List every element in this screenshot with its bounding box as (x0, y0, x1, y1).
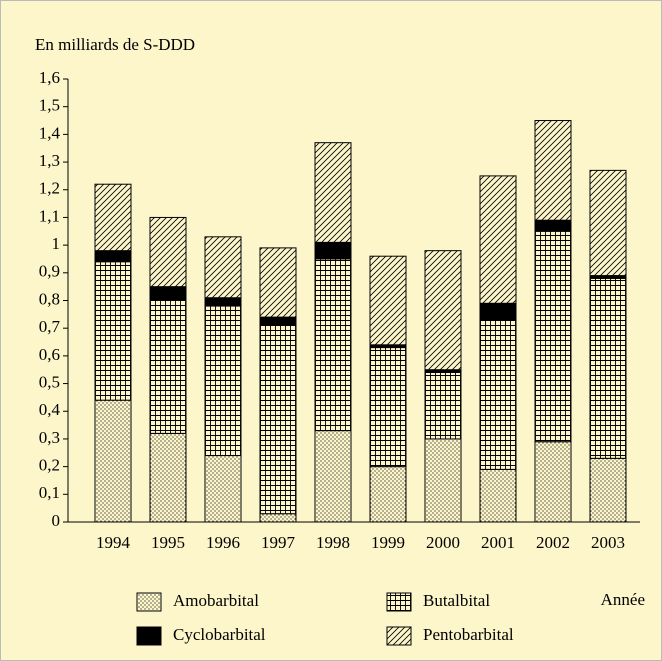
legend-label: Pentobarbital (423, 625, 514, 644)
y-tick-label: 1,6 (39, 68, 60, 87)
legend-label: Cyclobarbital (173, 625, 266, 644)
x-tick-label: 1998 (316, 533, 350, 552)
bar-segment (149, 216, 187, 288)
bar-segment (534, 230, 572, 443)
legend-swatch (136, 592, 162, 612)
y-tick-label: 1 (52, 234, 61, 253)
bar-segment (479, 175, 517, 304)
y-tick-label: 0,9 (39, 262, 60, 281)
y-tick-label: 1,4 (39, 123, 61, 142)
bar-segment (204, 305, 242, 457)
x-tick-label: 1996 (206, 533, 240, 552)
y-tick-label: 0,3 (39, 428, 60, 447)
bar-segment (314, 142, 352, 243)
bar-segment (314, 258, 352, 432)
y-tick-label: 0,4 (39, 400, 61, 419)
bar-segment (424, 371, 462, 440)
bar-segment (369, 466, 407, 523)
bar-segment (314, 430, 352, 523)
y-tick-label: 1,5 (39, 96, 60, 115)
x-axis-label: Année (601, 590, 645, 609)
y-tick-label: 0,2 (39, 456, 60, 475)
x-tick-label: 2002 (536, 533, 570, 552)
y-tick-label: 1,1 (39, 206, 60, 225)
legend-swatch (386, 626, 412, 646)
legend-swatch (136, 626, 162, 646)
bar-segment (589, 169, 627, 277)
x-tick-label: 1995 (151, 533, 185, 552)
y-tick-label: 0,7 (39, 317, 61, 336)
y-tick-label: 1,3 (39, 151, 60, 170)
bar-segment (369, 255, 407, 346)
bar-segment (589, 457, 627, 523)
bar-segment (259, 247, 297, 318)
bar-segment (204, 236, 242, 299)
bar-segment (204, 297, 242, 307)
y-tick-label: 1,2 (39, 179, 60, 198)
y-tick-label: 0 (52, 511, 61, 530)
x-tick-label: 2003 (591, 533, 625, 552)
bar-segment (149, 300, 187, 434)
y-axis-label: En milliards de S-DDD (35, 35, 195, 54)
bar-segment (534, 120, 572, 221)
y-tick-label: 0,5 (39, 372, 60, 391)
bar-segment (534, 441, 572, 523)
bar-segment (259, 324, 297, 515)
bar-segment (589, 277, 627, 459)
y-tick-label: 0,6 (39, 345, 60, 364)
bar-segment (424, 438, 462, 523)
bar-segment (479, 468, 517, 523)
x-tick-label: 2001 (481, 533, 515, 552)
x-tick-label: 2000 (426, 533, 460, 552)
bar-segment (94, 250, 132, 263)
bar-segment (149, 432, 187, 523)
y-tick-label: 0,8 (39, 289, 60, 308)
x-tick-label: 1999 (371, 533, 405, 552)
legend-label: Amobarbital (173, 591, 259, 610)
bar-segment (479, 302, 517, 321)
bar-segment (94, 261, 132, 401)
bar-segment (259, 513, 297, 523)
y-tick-label: 0,1 (39, 483, 60, 502)
bar-segment (94, 183, 132, 252)
bar-segment (94, 399, 132, 523)
legend-label: Butalbital (423, 591, 490, 610)
bar-segment (369, 347, 407, 468)
x-tick-label: 1994 (96, 533, 131, 552)
bar-segment (424, 250, 462, 371)
bar-segment (149, 286, 187, 301)
bar-segment (479, 319, 517, 470)
bar-segment (204, 455, 242, 523)
bar-segment (314, 241, 352, 260)
bar-segment (259, 316, 297, 326)
x-tick-label: 1997 (261, 533, 296, 552)
bar-segment (534, 219, 572, 232)
legend-swatch (386, 592, 412, 612)
